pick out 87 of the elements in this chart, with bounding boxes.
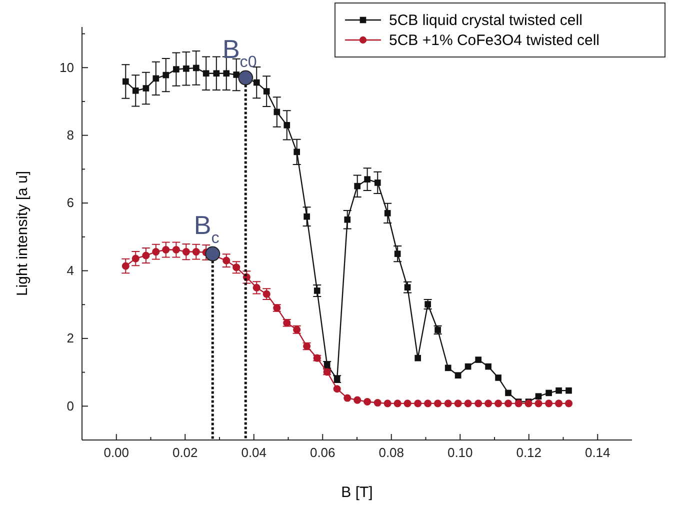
point <box>484 400 492 408</box>
point <box>404 400 412 408</box>
point <box>374 180 381 186</box>
annotation: B$_{c}$ <box>194 210 220 247</box>
point <box>162 72 170 78</box>
point <box>535 393 542 400</box>
point <box>333 385 341 393</box>
point <box>394 400 402 408</box>
point <box>444 364 452 372</box>
x-tick-label: 0.10 <box>447 445 473 460</box>
point <box>182 65 190 72</box>
point <box>253 79 260 86</box>
point <box>434 400 442 408</box>
point <box>344 216 351 223</box>
point <box>566 387 572 394</box>
point <box>182 248 190 256</box>
point <box>172 246 180 254</box>
point <box>142 252 150 260</box>
y-tick-label: 8 <box>66 127 74 142</box>
point <box>192 64 200 72</box>
y-tick-label: 10 <box>60 60 74 75</box>
point <box>213 70 220 77</box>
point <box>554 400 563 408</box>
point <box>464 363 472 370</box>
point <box>414 400 422 408</box>
point <box>142 85 150 92</box>
point <box>152 248 160 256</box>
point <box>284 122 290 128</box>
point <box>505 390 512 396</box>
point <box>454 400 462 408</box>
y-tick-label: 6 <box>66 195 74 210</box>
point <box>354 396 362 404</box>
x-tick-label: 0.12 <box>516 445 542 460</box>
point <box>223 70 230 77</box>
point <box>485 363 492 370</box>
x-axis-title: B [T] <box>341 484 373 501</box>
point <box>556 387 562 394</box>
point <box>294 148 300 156</box>
point <box>524 400 532 408</box>
y-tick-label: 4 <box>66 262 74 278</box>
point <box>414 354 422 362</box>
point <box>274 108 280 116</box>
point <box>384 210 391 216</box>
point <box>202 70 210 77</box>
point <box>494 400 502 408</box>
point <box>545 400 553 408</box>
x-tick-label: 0.06 <box>310 445 336 460</box>
point <box>514 400 522 408</box>
y-tick-label: 0 <box>66 398 74 414</box>
point <box>344 394 352 402</box>
point <box>474 400 482 408</box>
point <box>122 78 129 85</box>
point <box>132 254 140 262</box>
x-tick-label: 0.02 <box>172 445 198 460</box>
point <box>132 87 139 94</box>
legend-label: 5CB liquid crystal twisted cell <box>389 12 582 29</box>
point <box>263 88 270 94</box>
point <box>364 398 372 406</box>
point <box>384 400 392 408</box>
point <box>534 400 542 408</box>
point <box>504 400 512 408</box>
point <box>122 262 130 270</box>
point <box>454 372 462 379</box>
point <box>304 213 310 220</box>
point <box>394 250 401 257</box>
point <box>162 246 170 254</box>
point <box>546 390 552 396</box>
point <box>173 66 180 72</box>
y-axis-title: Light intensity [a u] <box>14 170 31 296</box>
point <box>424 400 432 408</box>
y-tick-label: 2 <box>66 330 74 346</box>
point <box>464 400 472 408</box>
point <box>444 400 452 408</box>
point <box>364 176 370 182</box>
legend-label: 5CB +1% CoFe3O4 twisted cell <box>389 32 600 49</box>
point <box>354 182 361 190</box>
point <box>192 248 200 256</box>
point <box>564 400 573 408</box>
point <box>152 75 160 82</box>
annotation: B$_{c0}$ <box>222 34 257 71</box>
x-tick-label: 0.08 <box>378 445 404 460</box>
x-tick-label: 0.14 <box>584 445 610 460</box>
point <box>495 374 502 381</box>
x-tick-label: 0.04 <box>241 445 267 460</box>
point <box>475 356 482 363</box>
point <box>374 398 382 407</box>
x-tick-label: 0.00 <box>104 445 130 460</box>
